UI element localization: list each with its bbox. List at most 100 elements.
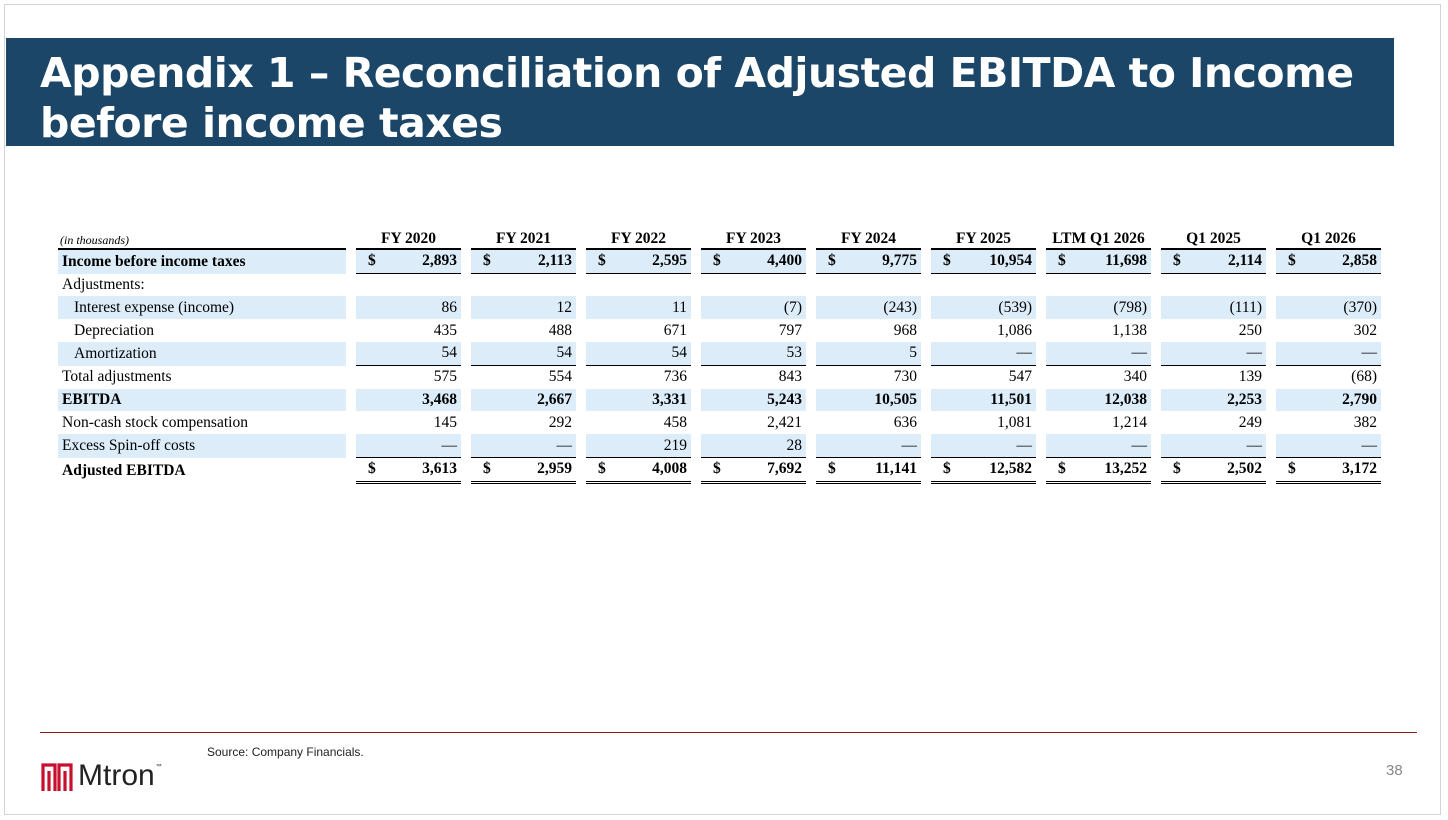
column-gap <box>691 366 701 389</box>
cell-value: 671 <box>663 321 687 339</box>
table-cell: 86 <box>356 296 461 320</box>
column-gap <box>921 389 931 412</box>
column-gap <box>576 411 586 434</box>
cell-value: 11,501 <box>990 390 1032 408</box>
cell-value: 382 <box>1353 413 1377 431</box>
cell-value: 488 <box>548 321 572 339</box>
table-cell: 547 <box>931 366 1036 389</box>
column-gap <box>346 389 356 412</box>
column-gap <box>1266 342 1276 366</box>
column-gap <box>1036 319 1046 342</box>
cell-value: 3,468 <box>422 390 457 408</box>
column-header: FY 2020 <box>356 225 461 250</box>
table-cell: 3,331 <box>586 388 691 412</box>
table-cell <box>586 274 691 297</box>
column-gap <box>691 434 701 458</box>
cell-value: — <box>901 436 918 454</box>
table-row: EBITDA 3,468 2,667 3,331 5,243 10,505 11,501 12… <box>58 388 1381 412</box>
column-gap <box>921 225 931 250</box>
column-gap <box>691 296 701 319</box>
column-gap <box>1266 458 1276 484</box>
column-gap <box>806 296 816 319</box>
column-gap <box>1151 389 1161 412</box>
table-cell: 54 <box>356 341 461 366</box>
column-gap <box>806 225 816 250</box>
cell-value: 2,502 <box>1227 460 1262 478</box>
table-cell: 968 <box>816 319 921 342</box>
column-gap <box>1151 434 1161 458</box>
table-cell: — <box>356 434 461 458</box>
table-cell: 12,038 <box>1046 388 1151 412</box>
table-cell: $2,502 <box>1161 458 1266 484</box>
cell-value: 12 <box>556 298 573 316</box>
column-gap <box>1036 458 1046 484</box>
table-cell: (243) <box>816 296 921 320</box>
table-cell: $13,252 <box>1046 458 1151 484</box>
cell-value: 302 <box>1353 321 1377 339</box>
table-cell: 1,086 <box>931 319 1036 342</box>
table-cell: — <box>1276 434 1381 458</box>
cell-value: 1,214 <box>1112 413 1147 431</box>
cell-value: 292 <box>548 413 572 431</box>
column-gap <box>806 458 816 484</box>
table-cell: 435 <box>356 319 461 342</box>
cell-value: 219 <box>663 436 687 454</box>
column-gap <box>461 411 471 434</box>
table-cell: $12,582 <box>931 458 1036 484</box>
table-cell <box>1276 274 1381 297</box>
column-gap <box>576 274 586 297</box>
cell-value: 54 <box>441 344 458 362</box>
column-gap <box>576 296 586 319</box>
cell-value: 5,243 <box>767 390 802 408</box>
table-cell: $4,008 <box>586 458 691 484</box>
column-gap <box>806 250 816 274</box>
table-cell: 54 <box>586 341 691 366</box>
currency-symbol: $ <box>828 252 836 270</box>
cell-value: 2,113 <box>537 252 572 270</box>
table-cell: 12 <box>471 296 576 320</box>
cell-value: 340 <box>1123 368 1147 386</box>
column-gap <box>921 319 931 342</box>
table-cell: 5 <box>816 341 921 366</box>
cell-value: 4,400 <box>767 252 802 270</box>
column-gap <box>691 389 701 412</box>
currency-symbol: $ <box>1173 460 1181 478</box>
cell-value: — <box>1016 436 1033 454</box>
table-header: (in thousands) FY 2020 FY 2021 FY 2022 FY 20… <box>58 225 1381 250</box>
column-gap <box>1036 274 1046 297</box>
company-logo: Mtron ™ <box>40 760 162 792</box>
cell-value: 86 <box>441 298 458 316</box>
column-gap <box>1036 296 1046 319</box>
column-gap <box>461 342 471 366</box>
cell-value: 53 <box>786 344 803 362</box>
cell-value: 843 <box>778 368 802 386</box>
table-cell: $10,954 <box>931 249 1036 274</box>
table-cell: (111) <box>1161 296 1266 320</box>
cell-value: 575 <box>433 368 457 386</box>
table-cell <box>816 274 921 297</box>
cell-value: 2,595 <box>652 252 687 270</box>
table-cell: — <box>471 434 576 458</box>
cell-value: 9,775 <box>882 252 917 270</box>
table-cell: 11,501 <box>931 388 1036 412</box>
table-cell <box>1046 274 1151 297</box>
row-label: Non-cash stock compensation <box>62 413 248 431</box>
table-cell: 145 <box>356 411 461 434</box>
column-gap <box>806 411 816 434</box>
column-gap <box>346 225 356 250</box>
column-header: FY 2023 <box>701 225 806 250</box>
cell-value: 2,959 <box>537 460 572 478</box>
cell-value: — <box>1131 436 1148 454</box>
table-cell: (539) <box>931 296 1036 320</box>
page-number: 38 <box>1386 762 1403 779</box>
column-gap <box>1266 366 1276 389</box>
table-cell: 575 <box>356 366 461 389</box>
currency-symbol: $ <box>368 252 376 270</box>
table-cell: 5,243 <box>701 388 806 412</box>
cell-value: 11,141 <box>875 460 917 478</box>
column-gap <box>461 296 471 319</box>
cell-value: (68) <box>1351 368 1377 386</box>
column-gap <box>806 319 816 342</box>
table-row: Excess Spin-off costs — — 219 28 — — — — — <box>58 434 1381 458</box>
table-cell: 797 <box>701 319 806 342</box>
